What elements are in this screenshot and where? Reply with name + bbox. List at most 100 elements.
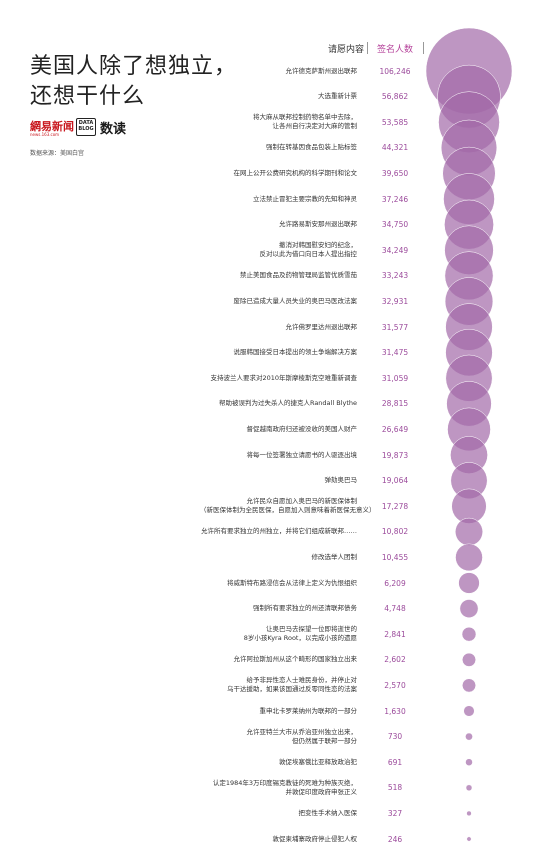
signer-count: 34,750 bbox=[381, 220, 409, 230]
petition-label-line: （新医保体制为全民医保，自愿加入则意味着新医保无意义） bbox=[200, 506, 376, 515]
bubble-mark bbox=[455, 517, 483, 546]
petition-label: 允许所有要求独立的州独立，并将它们组成新联邦…… bbox=[200, 527, 357, 536]
header-divider bbox=[423, 42, 424, 54]
petition-label-line: 敦促柬埔寨政府停止侵犯人权 bbox=[272, 834, 358, 843]
petition-label-line: 让奥巴马去探望一位即将逝世的 bbox=[266, 625, 357, 634]
signer-count: 53,585 bbox=[381, 117, 409, 127]
petition-label-line: 认定1984年3万印度锡克教徒的死难为种族灭绝， bbox=[212, 778, 357, 787]
signer-count: 6,209 bbox=[384, 578, 406, 588]
petition-label-line: 让各州自行决定对大麻的管制 bbox=[272, 122, 358, 131]
signer-count: 39,650 bbox=[381, 168, 409, 178]
datablog-logo-line1: DATA bbox=[78, 120, 94, 126]
petition-label-line: 重申北卡罗莱纳州为联邦的一部分 bbox=[259, 706, 358, 715]
petition-label: 撤消对韩国慰安妇的纪念， 反对以此为借口向日本人提出指控 bbox=[200, 241, 358, 259]
petition-label-line: 督促越南政府归还被没收的美国人财产 bbox=[246, 424, 358, 433]
signer-count: 31,577 bbox=[381, 322, 409, 332]
petition-label: 敦促柬埔寨政府停止侵犯人权 bbox=[200, 834, 358, 844]
signer-count: 518 bbox=[387, 783, 403, 793]
petition-label-line: 说服韩国接受日本提出的领土争端解决方案 bbox=[233, 348, 358, 357]
bubble-mark bbox=[466, 836, 472, 842]
petition-label: 把变性手术纳入医保 bbox=[200, 808, 358, 818]
bubble-mark bbox=[458, 572, 480, 594]
signer-count: 10,802 bbox=[381, 527, 409, 537]
title-line-1: 美国人除了想独立， bbox=[30, 54, 238, 79]
signer-count: 691 bbox=[387, 757, 403, 767]
signer-count: 106,246 bbox=[379, 66, 411, 76]
petition-label: 将大麻从联邦控制药物名单中去除， 让各州自行决定对大麻的管制 bbox=[200, 113, 357, 131]
petition-label: 给予非异性恋人士难民身份，并停止对 乌干达援助，如果该国通过反零同性恋的法案 bbox=[200, 676, 357, 694]
petition-label: 允许佛罗里达州退出联邦 bbox=[200, 322, 358, 332]
bubble-mark bbox=[462, 678, 476, 693]
petition-label: 允许民众自愿加入奥巴马的新医保体制 （新医保体制为全民医保，自愿加入则意味着新医保… bbox=[200, 497, 376, 515]
petition-label: 重申北卡罗莱纳州为联邦的一部分 bbox=[200, 706, 358, 716]
datablog-logo: DATA BLOG bbox=[76, 118, 96, 136]
petition-label: 允许亚特兰大市从乔治亚州独立出来， 但仍然属于联邦一部分 bbox=[200, 728, 358, 746]
signer-count: 1,630 bbox=[384, 706, 406, 716]
bubble-mark bbox=[465, 758, 473, 766]
signer-count: 730 bbox=[387, 732, 403, 742]
petition-label-line: 废除已造成大量人员失业的奥巴马医改法案 bbox=[233, 296, 358, 305]
petition-label-line: 8岁小孩Kyra Root，以完成小孩的遗愿 bbox=[243, 634, 357, 643]
petition-label: 督促越南政府归还被没收的美国人财产 bbox=[200, 424, 358, 434]
data-source: 数据来源：美国白宫 bbox=[30, 150, 85, 157]
signer-count: 33,243 bbox=[381, 271, 409, 281]
signer-count: 56,862 bbox=[381, 92, 409, 102]
signer-count: 2,841 bbox=[384, 629, 406, 639]
signer-count: 32,931 bbox=[381, 296, 409, 306]
petition-label-line: 在网上公开公费研究机构的科学期刊和论文 bbox=[233, 168, 358, 177]
signer-count: 44,321 bbox=[381, 143, 409, 153]
signer-count: 2,602 bbox=[384, 655, 406, 665]
petition-label-line: 强制在转基因食品包装上贴标签 bbox=[266, 143, 357, 152]
petition-label-line: 将大麻从联邦控制药物名单中去除， bbox=[253, 113, 357, 122]
petition-label-line: 帮助被误判为过失杀人的捷克人Randall Blythe bbox=[218, 399, 357, 408]
petition-label: 认定1984年3万印度锡克教徒的死难为种族灭绝， 并敦促印度政府申张正义 bbox=[200, 779, 357, 797]
petition-label: 大选重新计票 bbox=[200, 92, 357, 101]
signer-count: 19,064 bbox=[381, 476, 409, 486]
petition-label-line: 将威斯特布路浸信会从法律上定义为仇恨组织 bbox=[227, 578, 357, 587]
petition-label-line: 允许民众自愿加入奥巴马的新医保体制 bbox=[246, 497, 358, 506]
petition-label-line: 立法禁止冒犯主要宗教的先知和神灵 bbox=[253, 194, 357, 203]
petition-label-line: 允许阿拉斯加州从这个畸形的国家独立出来 bbox=[233, 655, 358, 664]
petition-label: 允许路易斯安那州退出联邦 bbox=[200, 220, 357, 229]
petition-label-line: 修改选举人团制 bbox=[311, 552, 358, 561]
petition-label-line: 允许路易斯安那州退出联邦 bbox=[279, 220, 357, 229]
petition-label-line: 把变性手术纳入医保 bbox=[298, 808, 358, 817]
petition-label: 立法禁止冒犯主要宗教的先知和神灵 bbox=[200, 195, 357, 204]
petition-label-line: 禁止美国食品及药物管理局监管优质雪茄 bbox=[240, 271, 357, 280]
signer-count: 327 bbox=[387, 808, 403, 818]
petition-label: 帮助被误判为过失杀人的捷克人Randall Blythe bbox=[200, 399, 357, 408]
petition-label: 废除已造成大量人员失业的奥巴马医改法案 bbox=[200, 296, 358, 306]
signer-count: 2,570 bbox=[384, 680, 406, 690]
bubble-mark bbox=[465, 784, 473, 792]
petition-label-line: 撤消对韩国慰安妇的纪念， bbox=[279, 241, 357, 250]
petition-label-line: 弹劾奥巴马 bbox=[324, 476, 358, 485]
petition-label-line: 允许佛罗里达州退出联邦 bbox=[285, 322, 358, 331]
bubble-mark bbox=[459, 599, 479, 618]
header-divider bbox=[367, 42, 368, 54]
petition-label: 强制所有要求独立的州还清联邦债务 bbox=[200, 604, 357, 613]
signer-count: 26,649 bbox=[381, 424, 409, 434]
signer-count: 31,059 bbox=[381, 373, 409, 383]
petition-label: 敦促埃塞俄比亚释放政治犯 bbox=[200, 758, 357, 767]
petition-label-line: 支持波兰人要求对2010年斯摩棱斯克空难重新调查 bbox=[210, 373, 357, 382]
petition-label: 禁止美国食品及药物管理局监管优质雪茄 bbox=[200, 271, 357, 280]
petition-label-line: 并敦促印度政府申张正义 bbox=[285, 787, 358, 796]
petition-label-line: 给予非异性恋人士难民身份，并停止对 bbox=[246, 676, 358, 685]
netease-logo: 網易新闻 bbox=[30, 120, 74, 133]
netease-logo-url: news.163.com bbox=[30, 132, 60, 137]
signer-count: 246 bbox=[387, 834, 403, 844]
petition-label-line: 敦促埃塞俄比亚释放政治犯 bbox=[279, 757, 357, 766]
shudu-logo: 数读 bbox=[100, 122, 127, 137]
column-header-petition: 请愿内容 bbox=[327, 45, 364, 55]
logo-group: 網易新闻 news.163.com DATA BLOG 数读 bbox=[30, 118, 170, 140]
petition-label-line: 将每一位签署独立请愿书的人驱逐出境 bbox=[246, 450, 358, 459]
petition-label: 支持波兰人要求对2010年斯摩棱斯克空难重新调查 bbox=[200, 374, 357, 383]
signer-count: 17,278 bbox=[381, 501, 409, 511]
column-header-signers: 签名人数 bbox=[376, 45, 413, 55]
petition-label-line: 允许所有要求独立的州独立，并将它们组成新联邦…… bbox=[201, 527, 357, 536]
petition-label: 让奥巴马去探望一位即将逝世的 8岁小孩Kyra Root，以完成小孩的遗愿 bbox=[200, 625, 357, 643]
petition-label-line: 但仍然属于联邦一部分 bbox=[292, 736, 357, 745]
petition-label-line: 强制所有要求独立的州还清联邦债务 bbox=[253, 604, 357, 613]
signer-count: 10,455 bbox=[381, 552, 409, 562]
